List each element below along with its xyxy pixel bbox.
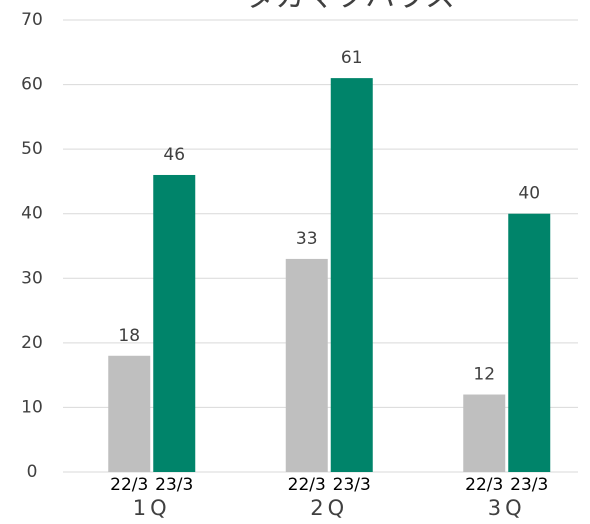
bar [330,78,373,472]
bar [108,355,151,472]
series-label: 23/3 [510,475,548,495]
data-label: 12 [473,365,495,385]
series-label: 22/3 [465,475,503,495]
data-label: 18 [118,326,140,346]
y-tick-label: 60 [21,75,43,95]
x-tick-label: 2Q [310,496,348,520]
y-tick-label: 70 [21,10,43,30]
bar [508,213,551,472]
y-tick-label: 0 [27,462,38,482]
data-label: 40 [518,184,540,204]
x-tick-label: 1Q [133,496,171,520]
y-tick-label: 50 [21,139,43,159]
y-tick-label: 40 [21,204,43,224]
x-tick-label: 3Q [488,496,526,520]
data-label: 46 [163,145,185,165]
series-label: 23/3 [333,475,371,495]
series-label: 22/3 [288,475,326,495]
bar [153,174,196,472]
chart-title: タカマツハウス [245,0,455,15]
data-label: 33 [296,229,318,249]
y-tick-label: 20 [21,333,43,353]
series-label: 22/3 [110,475,148,495]
y-tick-label: 10 [21,397,43,417]
bar [463,394,506,472]
series-label: 23/3 [155,475,193,495]
y-tick-label: 30 [21,268,43,288]
data-label: 61 [341,48,363,68]
bar [285,258,328,472]
